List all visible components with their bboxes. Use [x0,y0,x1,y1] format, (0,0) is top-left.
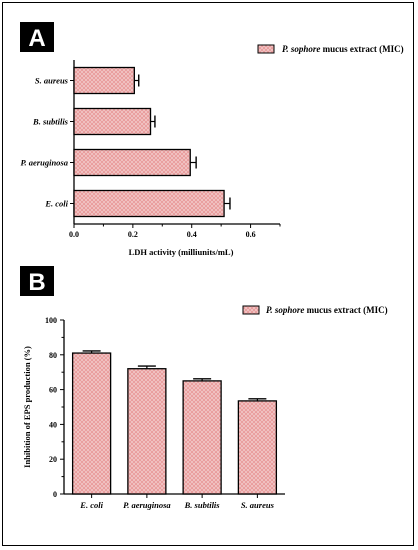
panel-a-letter-box [20,22,54,52]
chart-b-y-tick-label: 40 [49,420,57,429]
panel-a-letter: A [28,25,45,52]
chart-a-x-axis-title: LDH activity (milliunits/mL) [129,247,234,257]
legend-a-label: P. sophore mucus extract (MIC) [282,44,404,54]
chart-b-y-tick-label: 0 [53,490,57,499]
chart-a-x-tick-label: 0.0 [69,230,79,239]
bar-b-subtilis [73,107,152,136]
bar-p-aeruginosa [73,148,191,177]
chart-b-y-axis-title: Inhibition of EPS production (%) [22,346,32,468]
category-label: P. aeruginosa [123,500,171,510]
category-label: S. aureus [241,500,275,510]
category-label: B. subtilis [184,500,221,510]
panel-b: B P. sophore mucus extract (MIC) 0 20 40 60… [20,266,388,510]
category-label: E. coli [79,500,103,510]
chart-b-y-tick-label: 20 [49,455,57,464]
legend-b-swatch [242,305,260,315]
chart-a-x-tick-label: 0.4 [187,230,197,239]
bar-e-coli [71,352,112,495]
category-label: E. coli [44,199,68,209]
panel-a: A P. sophore mucus extract (MIC) 0.0 0.2 0… [20,22,404,257]
bar-s-aureus [73,66,135,95]
category-label: S. aureus [35,76,69,86]
bar-p-aeruginosa [127,368,167,495]
chart-b-y-tick-label: 80 [49,351,57,360]
chart-b-y-tick-label: 60 [49,386,57,395]
bar-s-aureus [237,400,278,495]
chart-a: 0.0 0.2 0.4 0.6 LDH activity (milliunits/mL)… [20,60,281,257]
chart-b: 0 20 40 60 80 100 Inhibition of EPS production… [22,316,285,510]
chart-b-y-tick-label: 100 [45,316,57,325]
category-label: P. aeruginosa [20,158,68,168]
chart-a-x-tick-label: 0.6 [246,230,256,239]
category-label: B. subtilis [32,117,69,127]
panel-b-letter: B [28,269,45,296]
legend-b-label: P. sophore mucus extract (MIC) [266,305,388,315]
legend-a-swatch [257,44,275,54]
bar-b-subtilis [182,380,222,495]
panel-b-letter-box [20,266,54,296]
legend-a: P. sophore mucus extract (MIC) [257,44,404,54]
legend-b: P. sophore mucus extract (MIC) [242,305,388,315]
chart-a-x-tick-label: 0.2 [128,230,138,239]
bar-e-coli [73,189,225,218]
